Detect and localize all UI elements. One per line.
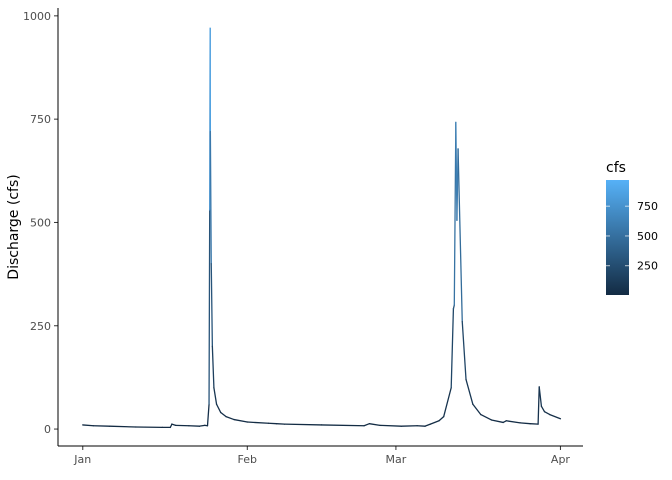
- line-segment: [108, 425, 137, 428]
- colorbar-tick-label: 500: [637, 230, 658, 243]
- line-segment: [233, 418, 248, 423]
- line-segment: [538, 386, 543, 407]
- line-segment: [198, 424, 206, 427]
- legend-title: cfs: [606, 160, 626, 176]
- line-segment: [213, 387, 218, 405]
- line-segment: [537, 386, 540, 425]
- line-segment: [429, 420, 440, 425]
- line-segment: [424, 423, 432, 427]
- line-segment: [283, 423, 323, 426]
- line-segment: [82, 424, 95, 427]
- line-segment: [320, 424, 365, 427]
- y-tick-label: 250: [30, 320, 51, 333]
- line-segment: [450, 308, 455, 389]
- line-segment: [171, 423, 177, 426]
- x-tick-label: Mar: [386, 453, 407, 466]
- line-segment: [368, 423, 381, 426]
- y-tick-label: 0: [44, 423, 51, 436]
- y-tick-label: 500: [30, 216, 51, 229]
- x-tick-label: Feb: [238, 453, 257, 466]
- y-tick-label: 1000: [23, 10, 51, 23]
- colorbar: [606, 180, 629, 295]
- colorbar-tick-label: 750: [637, 200, 658, 213]
- line-segment: [208, 209, 211, 405]
- line-segment: [211, 345, 215, 389]
- discharge-line: [82, 27, 562, 429]
- line-segment: [206, 403, 210, 427]
- line-segment: [480, 413, 493, 421]
- line-segment: [549, 413, 562, 420]
- line-segment: [438, 416, 445, 422]
- line-segment: [215, 403, 222, 414]
- x-tick-label: Apr: [551, 453, 571, 466]
- line-segment: [465, 378, 474, 405]
- y-axis-title: Discharge (cfs): [6, 174, 22, 279]
- y-axis-ticks: 0 250 500 750 1000: [23, 10, 58, 436]
- line-segment: [540, 405, 546, 413]
- line-segment: [363, 423, 371, 427]
- line-segment: [490, 419, 504, 424]
- line-segment: [472, 403, 482, 416]
- line-segment: [379, 424, 402, 427]
- line-segment: [220, 411, 227, 418]
- line-segment: [210, 263, 214, 348]
- line-segment: [225, 416, 235, 421]
- x-axis-ticks: Jan Feb Mar Apr: [73, 446, 570, 466]
- line-segment: [543, 411, 551, 416]
- line-segment: [443, 387, 452, 418]
- line-segment: [505, 420, 521, 424]
- line-segment: [519, 422, 531, 425]
- line-segment: [209, 130, 212, 265]
- colorbar-tick-label: 250: [637, 260, 658, 273]
- line-segment: [246, 421, 270, 424]
- x-tick-label: Jan: [73, 453, 91, 466]
- line-segment: [461, 320, 467, 381]
- line-segment: [457, 148, 463, 323]
- y-tick-label: 750: [30, 113, 51, 126]
- colorbar-legend: cfs 250 500 750: [606, 160, 658, 295]
